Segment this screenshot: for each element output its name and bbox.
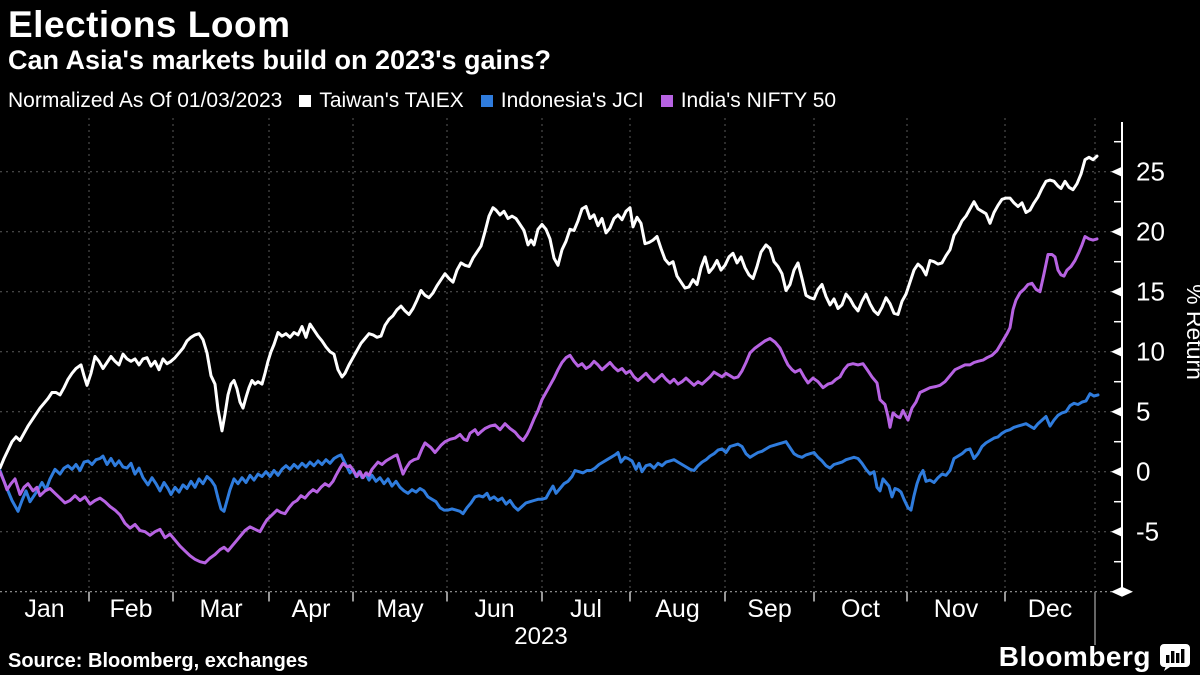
y-tick-label: 25 — [1136, 157, 1165, 187]
bloomberg-wordmark: Bloomberg — [998, 641, 1151, 672]
nifty-swatch-icon — [660, 95, 673, 107]
x-tick-label: Mar — [199, 595, 242, 623]
x-tick-label: Jun — [474, 595, 514, 623]
y-tick-label: -5 — [1136, 517, 1159, 547]
y-tick-label: 5 — [1136, 397, 1150, 427]
y-major-tick-arrow-icon — [1111, 466, 1122, 477]
y-major-tick-arrow-icon — [1111, 166, 1122, 177]
y-major-tick-arrow-icon — [1111, 406, 1122, 417]
y-major-tick-arrow-icon — [1111, 586, 1122, 597]
x-axis-labels: Jan Feb Mar Apr May Jun Jul Aug Sep Oct Nov Dec — [24, 595, 1072, 623]
y-tick-label: 0 — [1136, 457, 1150, 487]
x-tick-label: Feb — [109, 595, 152, 623]
y-major-tick-arrow-icon — [1111, 286, 1122, 297]
horizontal-gridlines — [0, 171, 1122, 533]
x-tick-label: May — [376, 595, 424, 623]
legend-item-label: Taiwan's TAIEX — [319, 89, 464, 112]
y-major-tick-arrow-icon — [1111, 226, 1122, 237]
taiex-swatch-icon — [299, 95, 312, 107]
x-tick-label: Aug — [655, 595, 699, 623]
legend-item-label: Indonesia's JCI — [500, 89, 644, 112]
legend-item-jci: Indonesia's JCI — [480, 89, 644, 113]
series-line-india-s-nifty-50 — [0, 235, 1099, 565]
bloomberg-logo: Bloomberg — [999, 641, 1190, 673]
legend-item-taiex: Taiwan's TAIEX — [299, 89, 464, 113]
x-tick-label: Nov — [934, 595, 979, 623]
x-tick-label: Apr — [292, 595, 331, 623]
x-tick-label: Sep — [747, 595, 791, 623]
y-major-tick-arrow-icon — [1111, 346, 1122, 357]
y-tick-label: 15 — [1136, 277, 1165, 307]
bloomberg-chart-icon — [1160, 643, 1190, 671]
series-line-indonesia-s-jci — [0, 392, 1100, 516]
y-major-tick-arrow-icon — [1111, 526, 1122, 537]
x-axis-year-label: 2023 — [514, 623, 567, 650]
y-axis-title: % Return — [1182, 284, 1200, 380]
jci-swatch-icon — [480, 95, 493, 107]
y-axis-ticks-and-labels: 25 20 15 10 5 0 -5 — [1111, 140, 1165, 597]
legend-normalized-label: Normalized As Of 01/03/2023 — [8, 89, 283, 112]
x-axis-arrow-icon — [1122, 586, 1133, 597]
series-line-taiwan-s-taiex — [0, 154, 1099, 470]
page-subtitle: Can Asia's markets build on 2023's gains… — [8, 45, 552, 75]
x-tick-label: Jan — [24, 595, 64, 623]
y-tick-label: 10 — [1136, 337, 1165, 367]
x-tick-label: Oct — [841, 595, 880, 623]
x-axis-ticks — [88, 591, 1096, 645]
vertical-gridlines — [88, 118, 1096, 592]
source-note: Source: Bloomberg, exchanges — [8, 650, 309, 672]
page-title: Elections Loom — [8, 4, 291, 45]
x-tick-label: Dec — [1028, 595, 1072, 623]
legend-item-nifty: India's NIFTY 50 — [660, 89, 837, 113]
legend-item-label: India's NIFTY 50 — [680, 89, 837, 112]
legend: Normalized As Of 01/03/2023 Taiwan's TAI… — [8, 89, 836, 113]
x-tick-label: Jul — [570, 595, 602, 623]
y-tick-label: 20 — [1136, 217, 1165, 247]
